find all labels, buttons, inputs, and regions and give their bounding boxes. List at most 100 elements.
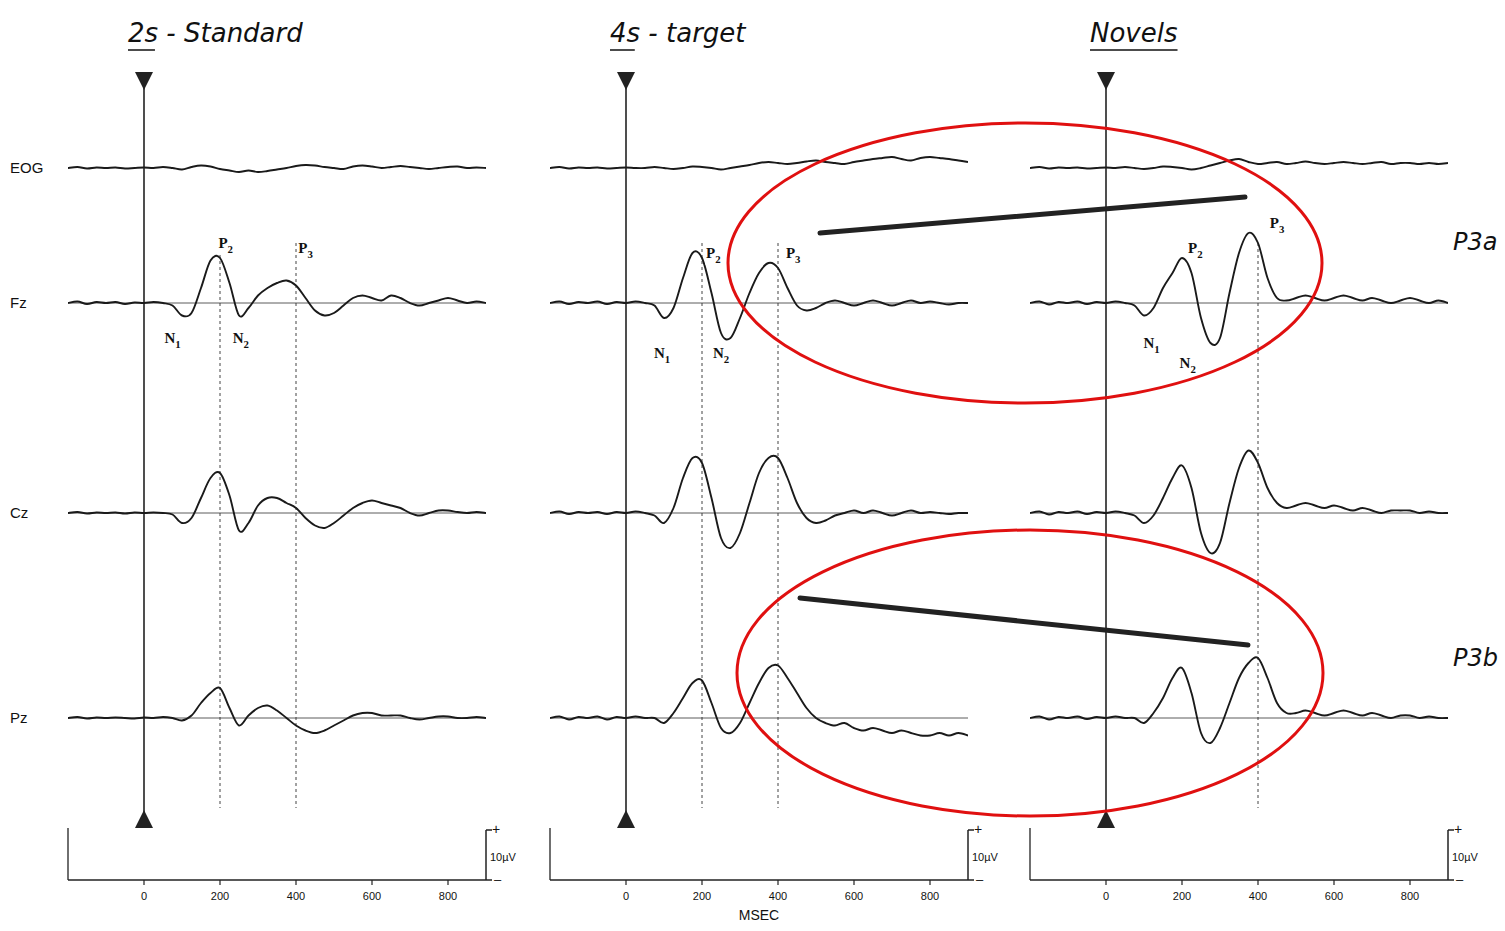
title-underline <box>610 49 635 51</box>
channel-label: Fz <box>10 294 27 311</box>
component-annotation: P3a <box>1453 228 1497 256</box>
x-tick-label: 600 <box>1325 890 1343 902</box>
scale-minus: – <box>1456 872 1464 887</box>
x-axis <box>550 879 968 880</box>
scale-plus: + <box>1454 821 1462 837</box>
scale-minus: – <box>976 872 984 887</box>
x-tick <box>219 880 220 885</box>
component-label: P3 <box>785 245 802 265</box>
label-patch <box>217 235 234 255</box>
trace-group <box>1030 233 1448 345</box>
component-label: P2 <box>217 235 234 255</box>
onset-marker <box>135 810 153 828</box>
component-label: N2 <box>1179 355 1197 375</box>
component-label: N1 <box>163 330 181 350</box>
onset-line <box>625 82 627 818</box>
scale-bar-cap <box>968 879 974 881</box>
x-tick-label: 800 <box>439 890 457 902</box>
connector-line <box>820 197 1245 233</box>
trace-group <box>68 687 486 733</box>
x-axis-end <box>67 828 68 880</box>
component-label: N2 <box>712 345 730 365</box>
scale-bar <box>485 830 487 880</box>
component-label: N2 <box>232 330 250 350</box>
reference-line <box>296 243 297 808</box>
x-tick-label: 0 <box>141 890 147 902</box>
erp-trace <box>68 165 486 172</box>
erp-trace <box>550 157 968 170</box>
x-tick <box>143 880 144 885</box>
erp-trace <box>1030 450 1448 553</box>
panel: 4s - targetN1P2N2P30200400600800MSEC+10µ… <box>550 18 999 923</box>
x-axis <box>68 879 486 880</box>
x-tick-label: 200 <box>211 890 229 902</box>
scale-label: 10µV <box>1452 851 1479 863</box>
component-label: P2 <box>1187 240 1204 260</box>
scale-label: 10µV <box>490 851 517 863</box>
trace-group <box>1030 159 1448 170</box>
erp-trace <box>1030 657 1448 743</box>
trace-group <box>1030 657 1448 743</box>
component-text: P2 <box>1188 240 1203 260</box>
x-tick <box>1333 880 1334 885</box>
component-text: P3 <box>1270 215 1285 235</box>
panel-title: 2s - Standard <box>128 18 303 48</box>
channel-label: Pz <box>10 709 28 726</box>
panel-title: 4s - target <box>610 18 746 48</box>
trace-group <box>68 472 486 532</box>
component-text: N1 <box>654 345 670 365</box>
channel-label: Cz <box>10 504 28 521</box>
connector-line <box>800 598 1248 645</box>
x-tick-label: 0 <box>623 890 629 902</box>
erp-trace <box>550 456 968 548</box>
scale-plus: + <box>974 821 982 837</box>
x-tick <box>701 880 702 885</box>
component-label: N1 <box>1142 335 1160 355</box>
scale-bar-cap <box>486 879 492 881</box>
x-tick-label: 600 <box>845 890 863 902</box>
erp-trace <box>68 687 486 733</box>
label-patch <box>163 330 181 350</box>
component-text: P2 <box>218 235 233 255</box>
x-tick <box>625 880 626 885</box>
trace-group <box>68 256 486 317</box>
component-text: N1 <box>1143 335 1159 355</box>
highlight-ellipse <box>737 530 1323 816</box>
component-annotation: P3b <box>1453 644 1498 672</box>
scale-bar-cap <box>1448 879 1454 881</box>
label-patch <box>653 345 671 365</box>
x-tick-label: 200 <box>693 890 711 902</box>
x-tick <box>1105 880 1106 885</box>
title-underline <box>128 49 155 51</box>
x-tick-label: 600 <box>363 890 381 902</box>
trace-group <box>550 157 968 170</box>
reference-line <box>1258 243 1259 808</box>
component-label: N1 <box>653 345 671 365</box>
label-patch <box>1142 335 1160 355</box>
onset-marker <box>617 72 635 90</box>
component-text: P3 <box>786 245 801 265</box>
x-tick-label: 0 <box>1103 890 1109 902</box>
x-tick <box>447 880 448 885</box>
label-patch <box>297 240 314 260</box>
component-label: P2 <box>705 245 722 265</box>
label-patch <box>712 345 730 365</box>
reference-line <box>778 243 779 808</box>
scale-plus: + <box>492 821 500 837</box>
x-tick <box>777 880 778 885</box>
component-label: P3 <box>1269 215 1286 235</box>
trace-group <box>1030 450 1448 553</box>
x-tick-label: 800 <box>921 890 939 902</box>
x-tick-label: 400 <box>287 890 305 902</box>
label-patch <box>1187 240 1204 260</box>
component-text: P2 <box>706 245 721 265</box>
trace-group <box>550 456 968 548</box>
x-tick <box>1257 880 1258 885</box>
x-tick <box>1409 880 1410 885</box>
label-patch <box>785 245 802 265</box>
onset-marker <box>135 72 153 90</box>
erp-trace <box>1030 159 1448 170</box>
x-tick-label: 400 <box>1249 890 1267 902</box>
erp-trace <box>68 256 486 317</box>
highlight-ellipse <box>728 123 1322 403</box>
